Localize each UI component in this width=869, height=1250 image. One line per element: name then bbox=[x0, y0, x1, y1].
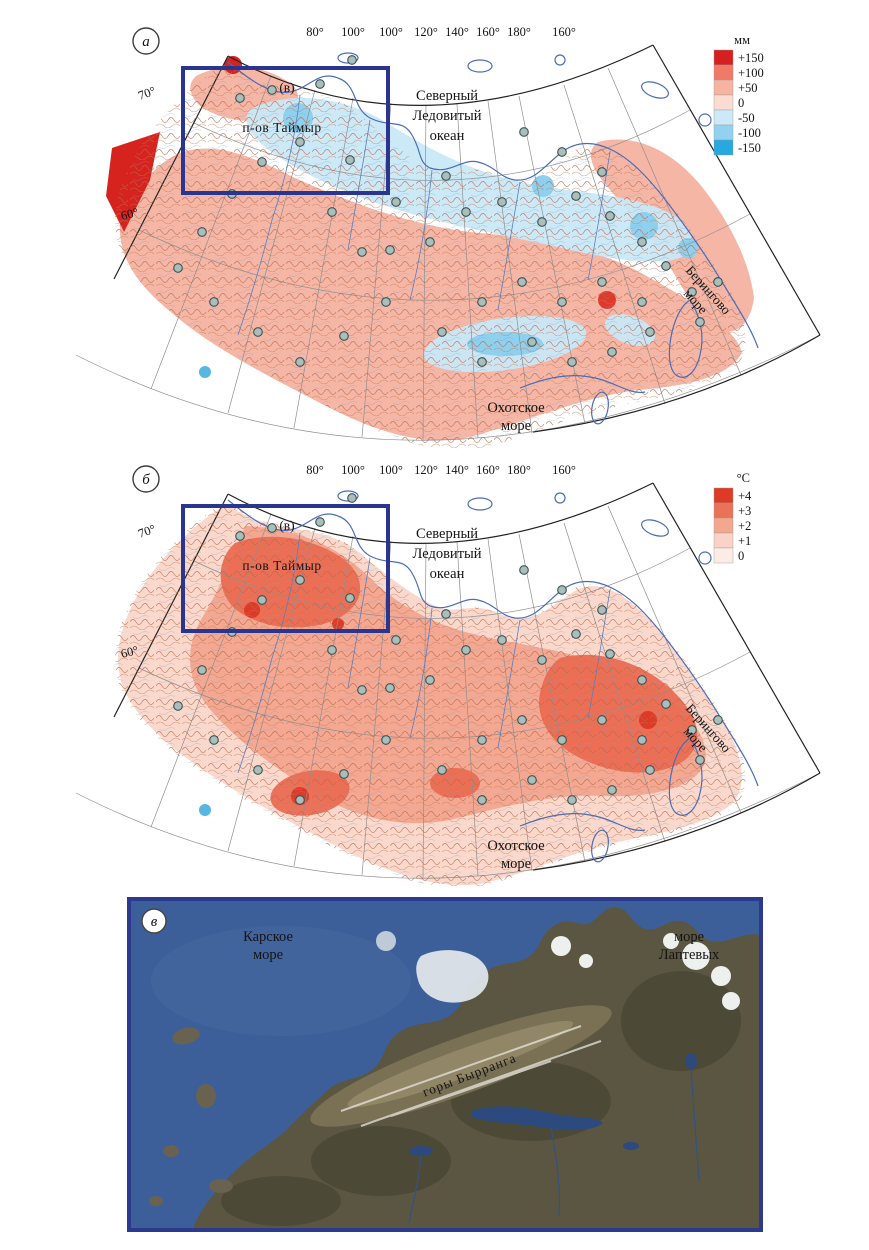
legend-label: +2 bbox=[738, 519, 751, 533]
legend-unit: мм bbox=[734, 33, 750, 47]
legend-a: мм +150 +100 +50 0 -50 -100 -150 bbox=[713, 33, 764, 156]
legend-swatch bbox=[713, 517, 734, 534]
legend-label: +100 bbox=[738, 66, 764, 80]
byrranga-ridge bbox=[310, 1005, 612, 1127]
legend-label: -100 bbox=[738, 126, 761, 140]
legend-swatch bbox=[713, 94, 734, 111]
legend-label: 0 bbox=[738, 96, 744, 110]
legend-swatch bbox=[713, 487, 734, 504]
map-panel-b bbox=[74, 461, 822, 890]
legend-swatch bbox=[713, 64, 734, 81]
legend-swatch bbox=[713, 139, 734, 156]
legend-swatch bbox=[713, 79, 734, 96]
legend-label: +1 bbox=[738, 534, 751, 548]
kara-sea-label: Карское bbox=[243, 929, 293, 945]
legend-label: -50 bbox=[738, 111, 755, 125]
legend-swatch bbox=[713, 109, 734, 126]
islands bbox=[149, 1027, 233, 1206]
legend-label: +150 bbox=[738, 51, 764, 65]
laptev-sea-label: Лаптевых bbox=[659, 947, 720, 963]
legend-label: -150 bbox=[738, 141, 761, 155]
panel-letter-b: б bbox=[132, 465, 160, 493]
anomaly-maps: 80° 100° 100° 120° 140° 160° 180° 160° 7… bbox=[74, 23, 822, 890]
legend-label: 0 bbox=[738, 549, 744, 563]
legend-label: +4 bbox=[738, 489, 752, 503]
rivers bbox=[408, 1068, 700, 1224]
svg-text:б: б bbox=[142, 472, 150, 488]
legend-swatch bbox=[713, 124, 734, 141]
sea-ice bbox=[416, 950, 489, 1003]
legend-label: +50 bbox=[738, 81, 758, 95]
satellite-panel: Карское море море Лаптевых горы Бырранга… bbox=[127, 897, 763, 1232]
kara-sea-label: море bbox=[253, 947, 283, 963]
legend-unit: °C bbox=[737, 471, 750, 485]
legend-b: °C +4 +3 +2 +1 0 bbox=[713, 471, 752, 564]
legend-swatch bbox=[713, 547, 734, 564]
legend-swatch bbox=[713, 502, 734, 519]
svg-text:в: в bbox=[151, 914, 158, 930]
laptev-sea-label: море bbox=[674, 929, 704, 945]
snow-streaks bbox=[340, 1025, 602, 1127]
legend-swatch bbox=[713, 532, 734, 549]
legend-label: +3 bbox=[738, 504, 751, 518]
sea-ice bbox=[376, 931, 396, 951]
panel-letter-a: а bbox=[132, 27, 160, 55]
panel-letter-v: в bbox=[141, 908, 167, 934]
snow-patches bbox=[551, 933, 740, 1010]
svg-text:а: а bbox=[142, 34, 150, 50]
satellite-image: Карское море море Лаптевых горы Бырранга… bbox=[131, 901, 759, 1228]
legend-swatch bbox=[713, 49, 734, 66]
lakes bbox=[409, 1053, 697, 1156]
